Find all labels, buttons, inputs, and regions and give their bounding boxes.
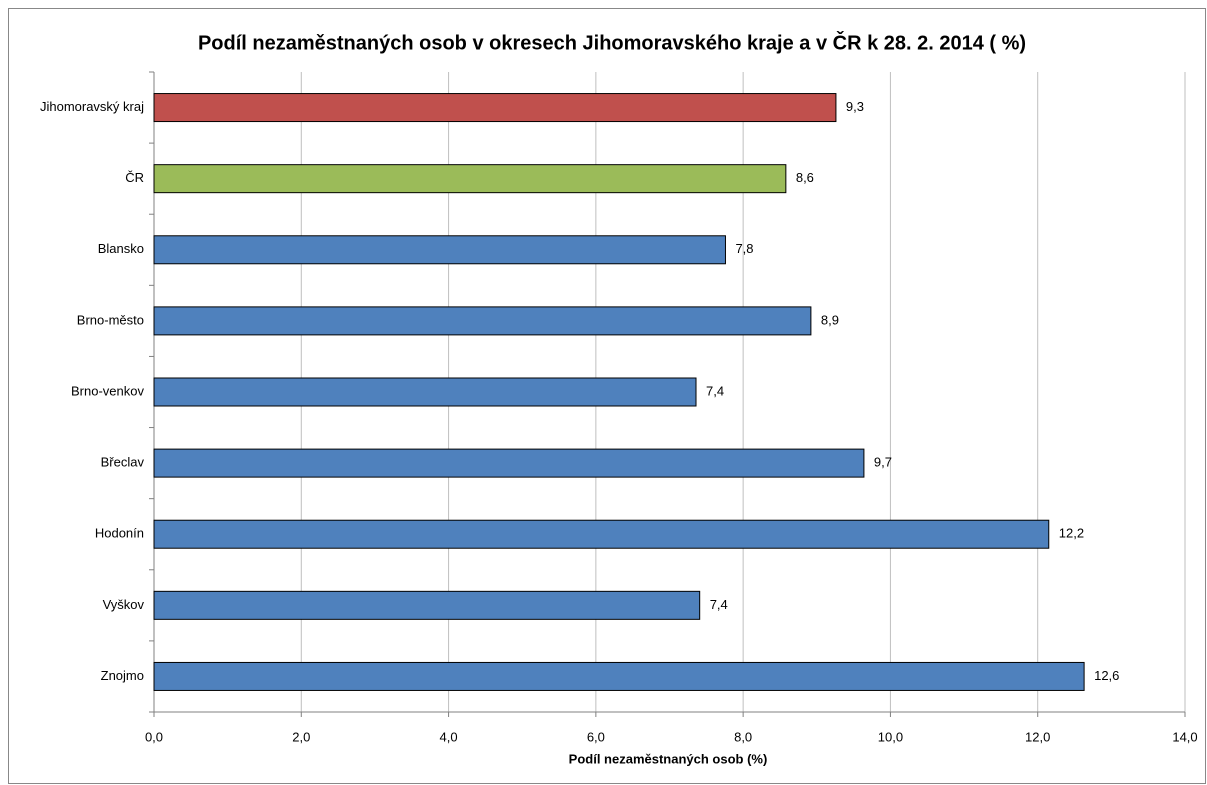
x-axis-label: Podíl nezaměstnaných osob (%) [569, 751, 768, 766]
x-tick-label: 0,0 [145, 729, 163, 744]
data-label: 12,6 [1094, 668, 1119, 683]
bar [153, 235, 726, 265]
y-tick-label: Brno-venkov [71, 383, 144, 398]
bar [153, 590, 701, 620]
chart-title: Podíl nezaměstnaných osob v okresech Jih… [198, 30, 1026, 54]
bar [153, 448, 865, 478]
bar [153, 377, 697, 407]
x-tick-label: 6,0 [587, 729, 605, 744]
y-tick-label: Vyškov [103, 597, 145, 612]
data-label: 7,4 [706, 383, 724, 398]
x-tick-label: 14,0 [1172, 729, 1197, 744]
x-tick-label: 12,0 [1025, 729, 1050, 744]
x-tick-label: 8,0 [734, 729, 752, 744]
data-label: 7,4 [710, 597, 728, 612]
y-tick-label: ČR [125, 170, 144, 185]
data-label: 8,6 [796, 170, 814, 185]
x-tick-label: 10,0 [878, 729, 903, 744]
bar [153, 661, 1085, 691]
bar [153, 306, 812, 336]
bar [153, 93, 837, 123]
y-tick-label: Znojmo [101, 668, 144, 683]
y-tick-label: Brno-město [77, 312, 144, 327]
data-label: 9,3 [846, 99, 864, 114]
x-tick-label: 4,0 [440, 729, 458, 744]
x-tick-label: 2,0 [292, 729, 310, 744]
data-label: 8,9 [821, 312, 839, 327]
y-tick-label: Břeclav [101, 455, 145, 470]
bar [153, 164, 787, 194]
data-label: 12,2 [1059, 526, 1084, 541]
data-label: 9,7 [874, 455, 892, 470]
y-tick-label: Jihomoravský kraj [40, 99, 144, 114]
bar [153, 519, 1050, 549]
y-tick-label: Blansko [98, 241, 144, 256]
data-label: 7,8 [735, 241, 753, 256]
y-tick-label: Hodonín [95, 526, 144, 541]
